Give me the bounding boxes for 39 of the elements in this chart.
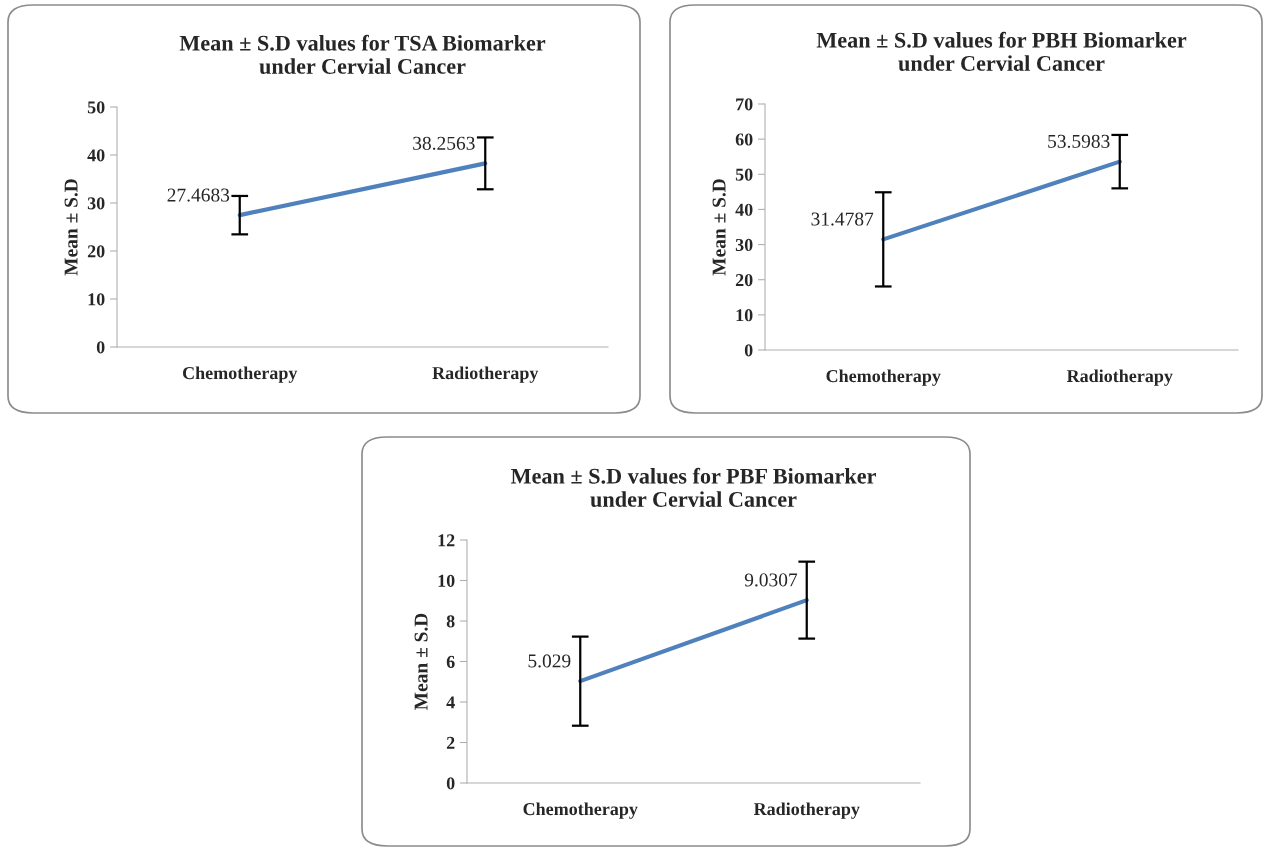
y-tick-label: 0 — [744, 344, 753, 357]
data-label: 5.029 — [528, 654, 571, 668]
y-tick-label: 0 — [96, 341, 105, 354]
chart-title: Mean ± S.D values for PBF Biomarker under Cervial Cancer — [510, 467, 876, 507]
y-tick-label: 20 — [735, 273, 753, 287]
y-tick-label: 10 — [88, 293, 105, 306]
y-axis-title: Mean ± S.D — [64, 179, 78, 276]
y-tick-label: 30 — [735, 238, 753, 252]
y-tick-label: 2 — [446, 736, 455, 749]
chart-title: Mean ± S.D values for PBH Biomarker under Cervial Cancer — [816, 31, 1187, 71]
y-tick-label: 8 — [446, 615, 455, 628]
y-tick-label: 50 — [87, 101, 105, 114]
data-label: 53.5983 — [1048, 134, 1110, 148]
y-tick-label: 40 — [735, 203, 753, 216]
chart-title: Mean ± S.D values for TSA Biomarker under Cervial Cancer — [179, 34, 546, 74]
y-tick-label: 4 — [446, 696, 455, 709]
y-tick-label: 50 — [735, 168, 753, 181]
data-label: 27.4683 — [167, 188, 230, 202]
y-tick-label: 30 — [87, 197, 105, 210]
y-tick-label: 70 — [736, 98, 753, 111]
x-tick-label: Chemotherapy — [182, 366, 298, 383]
data-label: 38.2563 — [413, 136, 475, 150]
y-tick-label: 12 — [438, 534, 455, 547]
y-tick-label: 6 — [446, 655, 455, 668]
y-tick-label: 20 — [87, 245, 105, 258]
y-tick-label: 10 — [438, 574, 455, 587]
data-label: 9.0307 — [744, 573, 798, 587]
x-tick-label: Radiotherapy — [432, 366, 539, 383]
x-tick-label: Radiotherapy — [1066, 369, 1173, 386]
y-tick-label: 0 — [446, 777, 455, 790]
y-tick-label: 60 — [735, 133, 753, 146]
data-label: 31.4787 — [811, 212, 874, 226]
x-tick-label: Chemotherapy — [826, 369, 941, 386]
y-tick-label: 40 — [87, 149, 105, 162]
y-axis-title: Mean ± S.D — [414, 613, 428, 710]
x-tick-label: Radiotherapy — [753, 802, 860, 819]
y-axis-title: Mean ± S.D — [712, 179, 726, 276]
x-tick-label: Chemotherapy — [523, 802, 638, 819]
y-tick-label: 10 — [736, 309, 753, 322]
